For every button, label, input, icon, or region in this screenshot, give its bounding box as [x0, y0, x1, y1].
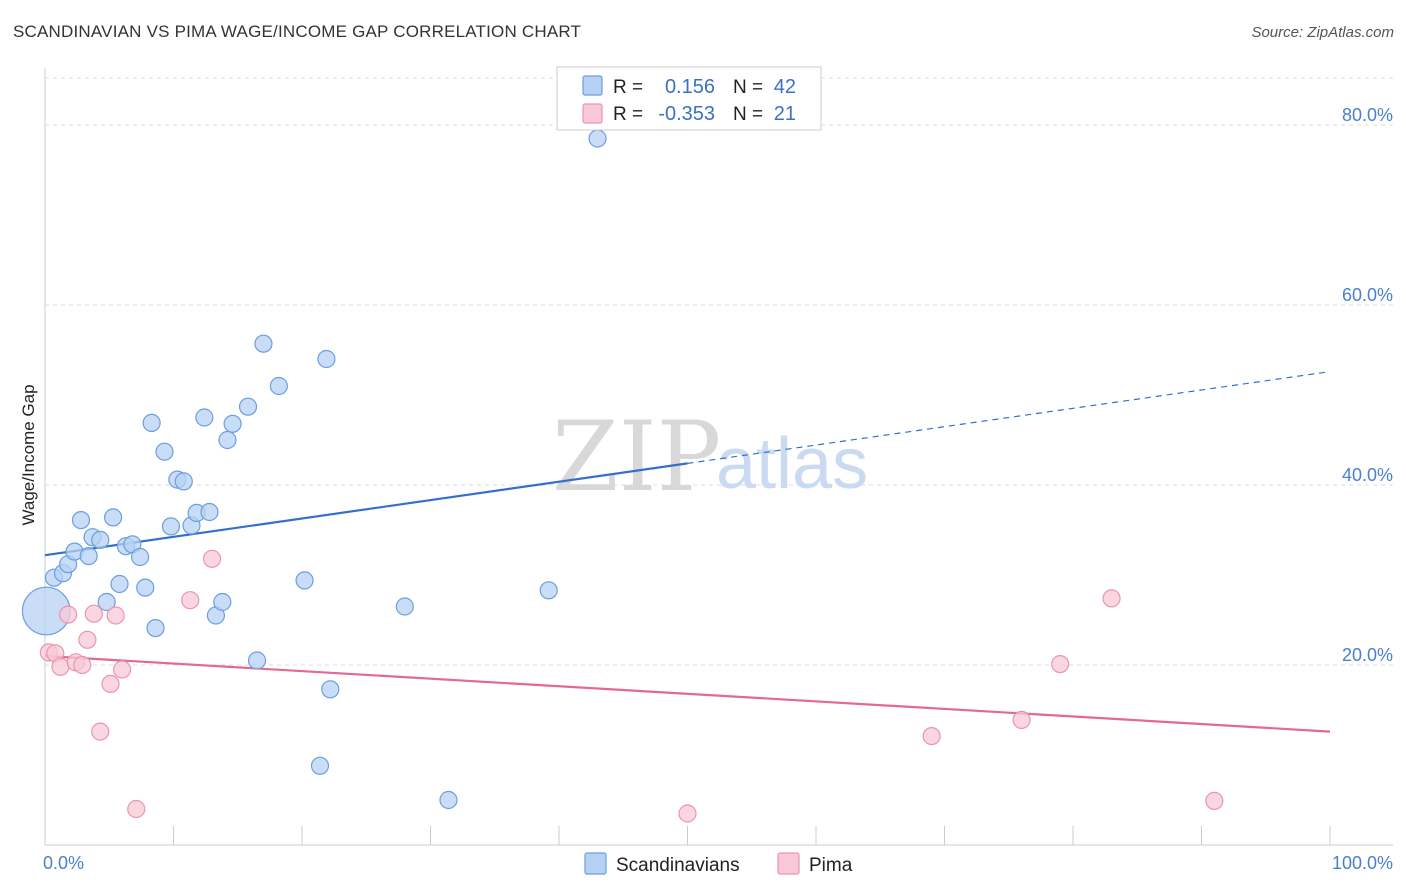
point-scandinavians [97, 592, 116, 612]
point-pima [181, 591, 200, 610]
point-pima [1205, 791, 1224, 811]
stats-r-label-scandinavian: R = [613, 77, 643, 98]
stats-legend: R = 0.156 N = 42 R = -0.353 N = 21 [556, 66, 822, 131]
point-scandinavians [200, 502, 219, 522]
point-scandinavians [161, 517, 181, 536]
point-scandinavians [213, 592, 232, 612]
point-scandinavians [223, 414, 242, 433]
point-pima [922, 726, 941, 746]
y-tick-label: 40.0% [1342, 465, 1393, 485]
watermark: ZIP atlas [552, 401, 868, 513]
point-pima [202, 549, 222, 568]
point-scandinavians [317, 349, 336, 369]
point-pima [1012, 710, 1031, 730]
chart-source: Source: ZipAtlas.com [1251, 24, 1394, 41]
point-pima [101, 674, 120, 694]
y-axis-title: Wage/Income Gap [19, 384, 38, 525]
point-scandinavians [238, 397, 258, 416]
legend-label-scandinavians: Scandinavians [616, 855, 740, 876]
points-layer [21, 129, 1224, 823]
point-scandinavians [136, 578, 155, 597]
point-scandinavians [247, 651, 267, 670]
point-scandinavians [588, 129, 607, 148]
point-pima [84, 604, 103, 623]
x-tick-label: 0.0% [43, 853, 84, 873]
point-pima [1051, 654, 1070, 674]
y-tick-label: 20.0% [1342, 645, 1393, 665]
point-scandinavians [195, 408, 214, 427]
point-scandinavians [130, 547, 150, 567]
stats-swatch-scandinavian [582, 75, 603, 96]
stats-swatch-pima [582, 103, 603, 124]
point-pima [1102, 589, 1121, 608]
point-scandinavians [310, 756, 330, 775]
point-pima [51, 657, 70, 676]
axis-layer: 20.0% 40.0% 60.0% 80.0% 0.0% 100.0% [43, 68, 1393, 873]
point-scandinavians [71, 510, 91, 530]
point-scandinavians [104, 508, 123, 527]
series-legend: Scandinavians Pima [584, 852, 853, 876]
point-scandinavians [295, 571, 314, 590]
point-scandinavians [254, 334, 273, 353]
point-pima [73, 655, 92, 675]
stats-n-label-pima: N = [733, 104, 763, 125]
point-scandinavians [146, 618, 165, 638]
point-pima [78, 630, 97, 649]
grid-layer [45, 77, 1393, 666]
point-scandinavians [439, 790, 458, 810]
trend-line-pima [44, 654, 1331, 733]
point-scandinavians [269, 376, 288, 396]
point-scandinavians [155, 442, 174, 461]
y-tick-label: 60.0% [1342, 285, 1393, 305]
trend-line-scandinavians-extension [687, 371, 1331, 464]
stats-n-value-scandinavian: 42 [774, 76, 796, 98]
stats-r-value-scandinavian: 0.156 [665, 76, 715, 98]
trend-line-scandinavians [44, 462, 688, 557]
watermark-atlas: atlas [716, 424, 868, 504]
point-scandinavians [142, 413, 161, 432]
y-tick-label: 80.0% [1342, 105, 1393, 125]
point-scandinavians [79, 546, 98, 566]
watermark-zip: ZIP [552, 401, 721, 513]
chart-title: SCANDINAVIAN VS PIMA WAGE/INCOME GAP COR… [13, 22, 582, 41]
point-pima [112, 660, 132, 679]
stats-r-value-pima: -0.353 [658, 103, 715, 125]
stats-r-label-pima: R = [613, 104, 643, 125]
point-pima [91, 722, 110, 741]
point-scandinavians [539, 581, 558, 600]
point-scandinavians [395, 597, 414, 616]
point-pima [127, 799, 146, 819]
point-scandinavians [218, 430, 237, 450]
point-pima [106, 606, 125, 625]
legend-swatch-pima [777, 852, 800, 875]
point-scandinavians [91, 530, 110, 550]
point-pima [678, 804, 697, 823]
stats-n-value-pima: 21 [774, 103, 796, 125]
legend-swatch-scandinavians [584, 852, 607, 875]
point-scandinavians [174, 472, 193, 491]
legend-label-pima: Pima [809, 855, 853, 876]
x-tick-label: 100.0% [1332, 853, 1393, 873]
point-pima [59, 605, 78, 624]
point-scandinavians [110, 574, 129, 594]
point-scandinavians [321, 680, 340, 699]
stats-n-label-scandinavian: N = [733, 77, 763, 98]
